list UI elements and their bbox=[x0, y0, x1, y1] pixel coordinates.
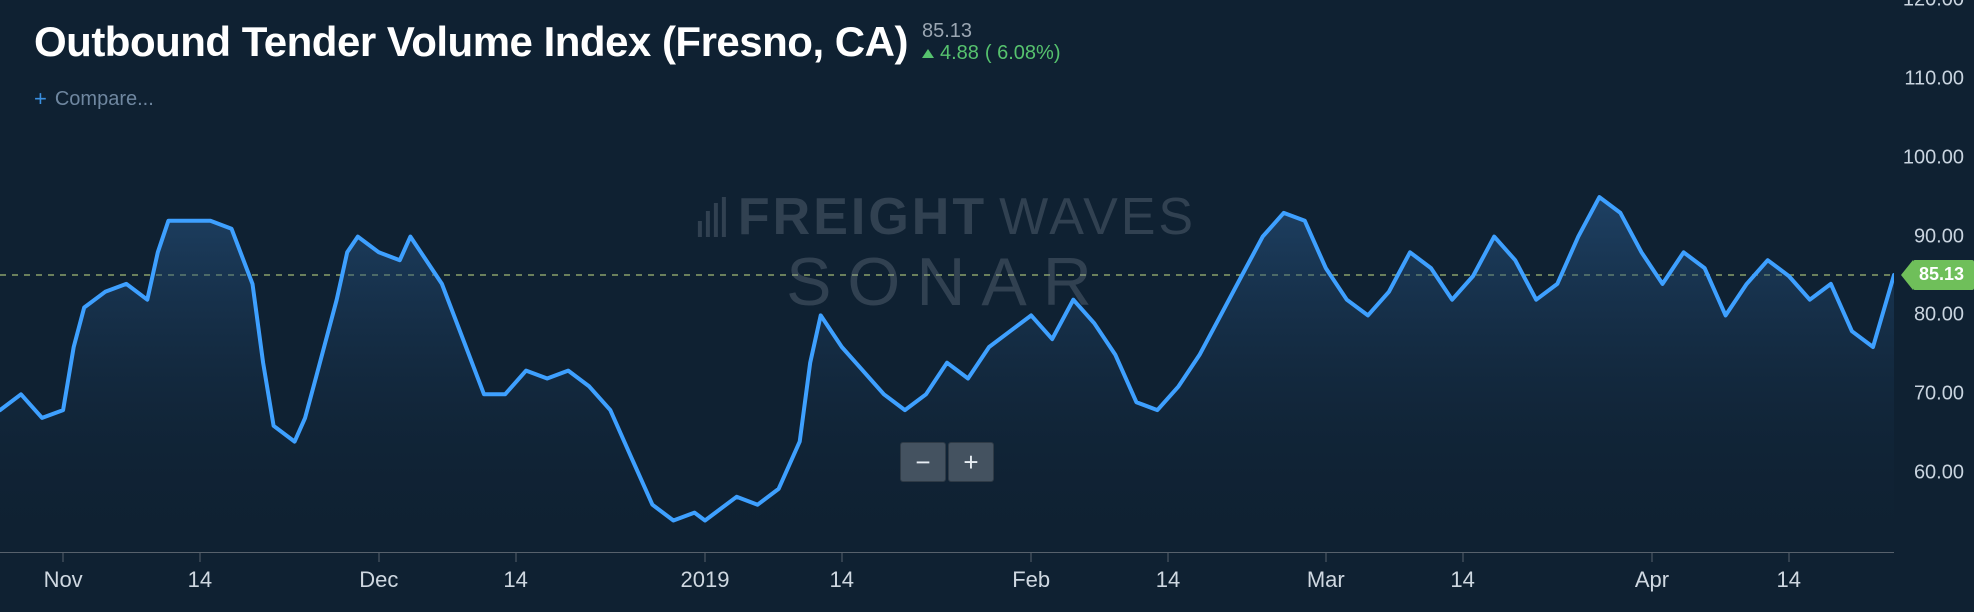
x-tick-label: 14 bbox=[1777, 567, 1801, 593]
quote-change-value: 4.88 bbox=[940, 42, 979, 65]
current-price-badge: 85.13 bbox=[1913, 260, 1974, 290]
compare-label: Compare... bbox=[55, 88, 154, 111]
x-tick-mark bbox=[515, 552, 516, 562]
x-tick-label: Dec bbox=[359, 567, 398, 593]
x-tick-mark bbox=[199, 552, 200, 562]
compare-button[interactable]: + Compare... bbox=[34, 86, 154, 112]
quote-change-percent: ( 6.08%) bbox=[985, 42, 1061, 65]
x-tick-label: 14 bbox=[1450, 567, 1474, 593]
x-tick-mark bbox=[1462, 552, 1463, 562]
x-tick-label: 14 bbox=[188, 567, 212, 593]
x-tick-label: 14 bbox=[503, 567, 527, 593]
chart-header: Outbound Tender Volume Index (Fresno, CA… bbox=[34, 18, 1894, 66]
x-tick-mark bbox=[378, 552, 379, 562]
x-tick-mark bbox=[63, 552, 64, 562]
x-tick-label: 2019 bbox=[681, 567, 730, 593]
y-tick-label: 100.00 bbox=[1903, 146, 1964, 169]
x-tick-mark bbox=[1167, 552, 1168, 562]
x-tick-mark bbox=[704, 552, 705, 562]
zoom-controls: − + bbox=[900, 442, 994, 482]
x-tick-mark bbox=[1651, 552, 1652, 562]
y-tick-label: 120.00 bbox=[1903, 0, 1964, 12]
x-tick-mark bbox=[841, 552, 842, 562]
y-axis: 120.00 110.00 100.00 90.00 80.00 70.00 60.00 85… bbox=[1894, 0, 1974, 552]
y-tick-label: 90.00 bbox=[1914, 225, 1964, 248]
quote-current-value: 85.13 bbox=[922, 20, 1061, 42]
x-tick-label: Mar bbox=[1307, 567, 1345, 593]
x-tick-label: 14 bbox=[830, 567, 854, 593]
x-tick-mark bbox=[1325, 552, 1326, 562]
quote-change: 4.88 ( 6.08%) bbox=[922, 42, 1061, 65]
x-tick-label: Nov bbox=[44, 567, 83, 593]
zoom-in-button[interactable]: + bbox=[948, 442, 994, 482]
x-tick-label: Feb bbox=[1012, 567, 1050, 593]
y-tick-label: 70.00 bbox=[1914, 383, 1964, 406]
y-tick-label: 60.00 bbox=[1914, 462, 1964, 485]
x-tick-label: Apr bbox=[1635, 567, 1669, 593]
plus-icon: + bbox=[34, 86, 47, 112]
x-tick-label: 14 bbox=[1156, 567, 1180, 593]
y-tick-label: 80.00 bbox=[1914, 304, 1964, 327]
arrow-up-icon bbox=[922, 49, 934, 58]
chart-title: Outbound Tender Volume Index (Fresno, CA… bbox=[34, 18, 908, 66]
x-tick-mark bbox=[1788, 552, 1789, 562]
plot-area: FREIGHTWAVES SONAR − + bbox=[0, 0, 1894, 552]
y-tick-label: 110.00 bbox=[1904, 67, 1964, 90]
zoom-out-button[interactable]: − bbox=[900, 442, 946, 482]
chart-container: FREIGHTWAVES SONAR − + 120.00 110.00 100.0… bbox=[0, 0, 1974, 612]
x-tick-mark bbox=[1031, 552, 1032, 562]
x-axis: Nov 14 Dec 14 2019 14 Feb 14 Mar 14 Apr 14 bbox=[0, 552, 1894, 612]
quote-block: 85.13 4.88 ( 6.08%) bbox=[922, 20, 1061, 65]
